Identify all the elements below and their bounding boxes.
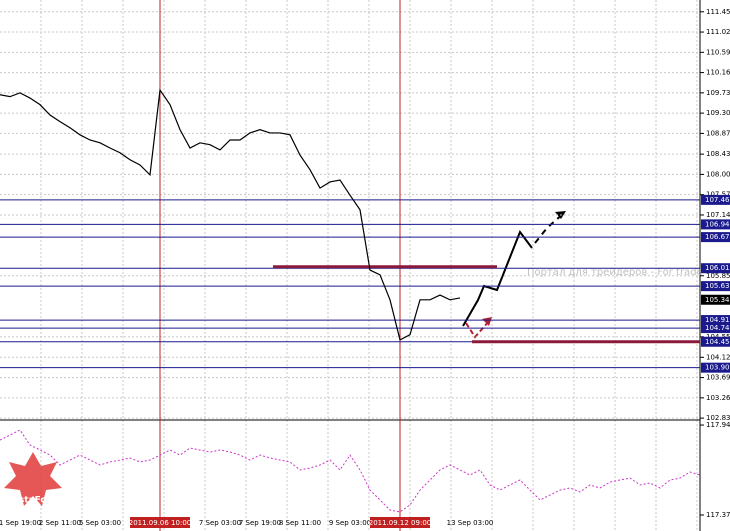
y-tick-label: 109.730 <box>706 89 730 97</box>
logo-mark <box>4 452 62 506</box>
x-tick-label: 7 Sep 19:00 <box>239 519 281 527</box>
y-tick-label: 111.020 <box>706 28 730 36</box>
alt-arrow-head <box>482 317 492 326</box>
level-box <box>701 232 730 243</box>
last-price-box <box>701 294 730 305</box>
x-tick-label: 7 Sep 03:00 <box>199 519 241 527</box>
level-box <box>701 315 730 326</box>
x-tick-label: 8 Sep 11:00 <box>279 519 321 527</box>
level-label: 103.90 <box>705 364 730 372</box>
level-label: 104.74 <box>705 324 730 332</box>
y-tick-label: 108.000 <box>706 170 730 178</box>
level-box <box>701 336 730 347</box>
level-box <box>701 194 730 205</box>
forecast-dashed <box>534 211 566 244</box>
y-tick-label: 107.140 <box>706 211 730 219</box>
level-box <box>701 281 730 292</box>
level-box <box>701 362 730 373</box>
forecast-path <box>462 229 533 327</box>
level-label: 107.46 <box>705 196 730 204</box>
level-label: 106.94 <box>705 220 730 228</box>
indicator-line <box>0 429 701 513</box>
y-tick-label: 103.690 <box>706 374 730 382</box>
x-tick-label: 9 Sep 03:00 <box>329 519 371 527</box>
price-line <box>0 88 461 341</box>
cursor-label-box <box>130 517 190 528</box>
logo: InstaForex <box>4 452 63 506</box>
y-tick-label: 102.830 <box>706 414 730 422</box>
logo-text: InstaForex <box>9 496 63 506</box>
alt-path <box>465 319 491 339</box>
x-tick-label: 1 Sep 19:00 <box>0 519 41 527</box>
x-tick-label: 13 Sep 03:00 <box>447 519 494 527</box>
y-tick-label: 110.160 <box>706 69 730 77</box>
y-tick-label: 108.430 <box>706 150 730 158</box>
y-tick-label: 107.570 <box>706 191 730 199</box>
y2-tick-label: 117.377 <box>706 511 730 519</box>
last-price-label: 105.341 <box>705 296 730 304</box>
level-label: 105.63 <box>705 282 730 290</box>
x-tick-label: 2011.09.06 10:00 <box>129 519 191 527</box>
level-box <box>701 323 730 334</box>
x-tick-label: 2 Sep 11:00 <box>39 519 81 527</box>
x-tick-label: 5 Sep 03:00 <box>79 519 121 527</box>
level-label: 104.45 <box>705 338 730 346</box>
cursor-label-box <box>370 517 430 528</box>
y2-tick-label: 117.94 <box>706 421 730 429</box>
y-tick-label: 104.120 <box>706 353 730 361</box>
y-tick-label: 111.450 <box>706 8 730 16</box>
level-box <box>701 263 730 274</box>
level-label: 106.67 <box>705 233 730 241</box>
x-tick-label: 2011.09.12 09:00 <box>369 519 431 527</box>
y-tick-label: 103.260 <box>706 394 730 402</box>
y-tick-label: 105.850 <box>706 272 730 280</box>
y-tick-label: 110.590 <box>706 48 730 56</box>
y-tick-label: 109.300 <box>706 109 730 117</box>
watermark: Портал для трейдеров - For trade <box>527 267 703 278</box>
level-label: 106.01 <box>705 264 730 272</box>
level-box <box>701 219 730 230</box>
y-tick-label: 108.870 <box>706 129 730 137</box>
level-label: 104.91 <box>705 316 730 324</box>
